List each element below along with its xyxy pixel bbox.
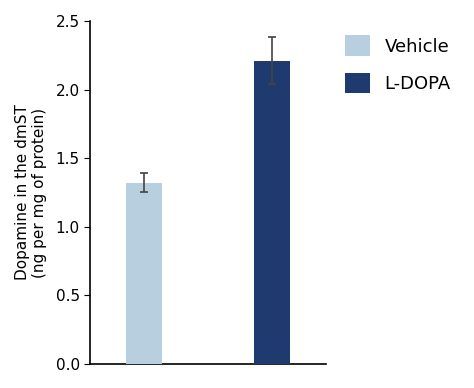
Bar [254, 61, 290, 364]
Bar [126, 183, 162, 364]
Y-axis label: Dopamine in the dmST
(ng per mg of protein): Dopamine in the dmST (ng per mg of prote… [15, 104, 47, 281]
Legend: Vehicle, L-DOPA: Vehicle, L-DOPA [339, 30, 456, 99]
